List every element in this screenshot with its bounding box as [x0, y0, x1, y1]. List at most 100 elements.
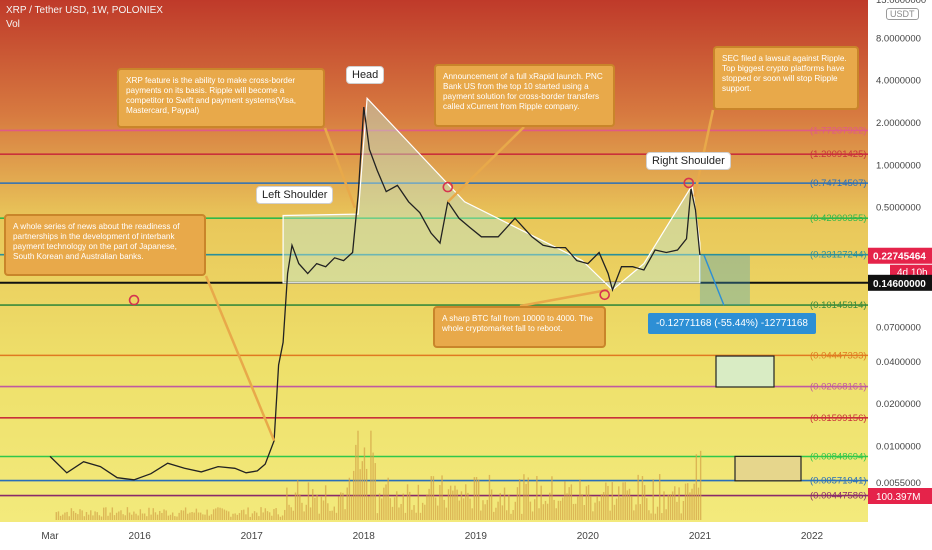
- countdown-label: 4d 10h: [897, 268, 928, 279]
- volume-bar: [656, 506, 659, 520]
- volume-bar: [320, 495, 323, 520]
- volume-bar: [577, 496, 579, 520]
- volume-bar: [232, 513, 234, 520]
- volume-bar: [161, 512, 163, 520]
- volume-bar: [165, 510, 167, 520]
- volume-bar: [648, 510, 650, 520]
- volume-bar: [551, 476, 553, 520]
- volume-bar: [299, 494, 301, 520]
- volume-bar: [531, 511, 534, 520]
- volume-bar: [473, 477, 476, 520]
- volume-bar: [296, 480, 299, 520]
- volume-bar: [559, 500, 562, 520]
- x-tick-label: 2021: [689, 531, 712, 542]
- volume-bar: [333, 506, 335, 520]
- volume-bar: [529, 501, 532, 520]
- volume-bar: [521, 513, 523, 520]
- volume-bar: [443, 499, 445, 520]
- volume-bar: [639, 504, 642, 520]
- annotation-btc-fall: A sharp BTC fall from 10000 to 4000. The…: [433, 306, 606, 348]
- volume-bar: [549, 492, 551, 520]
- volume-bar: [342, 492, 344, 520]
- neckline-price-label: 0.14600000: [873, 279, 926, 290]
- volume-bar: [312, 489, 314, 520]
- volume-bar: [245, 514, 247, 520]
- volume-bar: [626, 490, 629, 520]
- fib-level-label: (0.23127244): [810, 250, 867, 261]
- volume-bar: [281, 515, 284, 520]
- volume-bar: [120, 510, 122, 520]
- volume-bar: [428, 488, 430, 520]
- volume-bar: [68, 516, 70, 520]
- y-tick-label: 0.5000000: [876, 203, 921, 214]
- volume-bar: [372, 452, 374, 520]
- volume-bar: [240, 510, 243, 520]
- volume-bar: [290, 507, 292, 520]
- fib-level-label: (0.10145314): [810, 300, 867, 311]
- volume-bar: [146, 516, 148, 520]
- volume-bar: [615, 498, 618, 520]
- volume-bar: [105, 507, 107, 520]
- volume-bar: [251, 513, 254, 520]
- volume-bar: [477, 479, 480, 520]
- y-tick-label: 0.0055000: [876, 478, 921, 489]
- x-tick-label: 2020: [577, 531, 600, 542]
- volume-bar: [437, 505, 439, 520]
- y-tick-label: 2.0000000: [876, 118, 921, 129]
- volume-bar: [518, 479, 521, 520]
- volume-bar: [630, 496, 633, 520]
- volume-bar: [122, 514, 124, 520]
- volume-bar: [393, 497, 396, 520]
- volume-bar: [85, 512, 88, 520]
- volume-bar: [516, 487, 519, 520]
- x-tick-label: Mar: [41, 531, 59, 542]
- volume-bar: [303, 511, 305, 520]
- y-tick-label: 0.0200000: [876, 399, 921, 410]
- volume-bar: [223, 509, 226, 520]
- volume-bar: [411, 509, 413, 520]
- volume-bar: [381, 498, 383, 520]
- volume-bar: [167, 515, 170, 520]
- volume-bar: [553, 499, 555, 520]
- volume-bar: [409, 491, 411, 520]
- volume-bar: [581, 494, 583, 520]
- x-tick-label: 2018: [353, 531, 376, 542]
- volume-indicator-label: Vol: [6, 19, 20, 30]
- volume-bar: [199, 512, 202, 520]
- head-label: Head: [346, 66, 385, 84]
- y-tick-label: 0.0700000: [876, 323, 921, 334]
- volume-bar: [508, 494, 510, 520]
- volume-bar: [432, 476, 435, 520]
- volume-bar: [650, 513, 652, 520]
- volume-bar: [682, 500, 685, 520]
- volume-bar: [225, 510, 228, 520]
- fib-level-label: (1.77207922): [810, 125, 867, 136]
- annotation-japan-banks: A whole series of news about the readine…: [4, 214, 206, 276]
- volume-bar: [184, 507, 187, 520]
- volume-bar: [309, 507, 312, 520]
- volume-bar: [374, 463, 376, 520]
- volume-bar: [258, 516, 260, 520]
- volume-bar: [562, 497, 564, 520]
- volume-bar: [90, 510, 92, 520]
- volume-bar: [646, 498, 648, 520]
- volume-bar: [191, 512, 193, 520]
- annotation-cross-border: XRP feature is the ability to make cross…: [117, 68, 325, 128]
- volume-bar: [187, 513, 189, 520]
- volume-bar: [72, 511, 75, 520]
- volume-bar: [288, 504, 290, 520]
- volume-bar: [363, 447, 366, 520]
- volume-bar: [434, 497, 437, 520]
- volume-bar: [262, 512, 264, 520]
- volume-bar: [365, 468, 368, 520]
- volume-bar: [665, 509, 667, 520]
- currency-badge[interactable]: USDT: [886, 8, 919, 20]
- volume-bar: [163, 509, 165, 520]
- volume-bar: [236, 514, 239, 520]
- fib-level-label: (1.20091425): [810, 149, 867, 160]
- volume-bar: [514, 501, 517, 520]
- right-shoulder-label: Right Shoulder: [646, 152, 731, 170]
- volume-bar: [348, 477, 351, 520]
- volume-bar: [499, 493, 501, 520]
- volume-bar: [96, 512, 98, 520]
